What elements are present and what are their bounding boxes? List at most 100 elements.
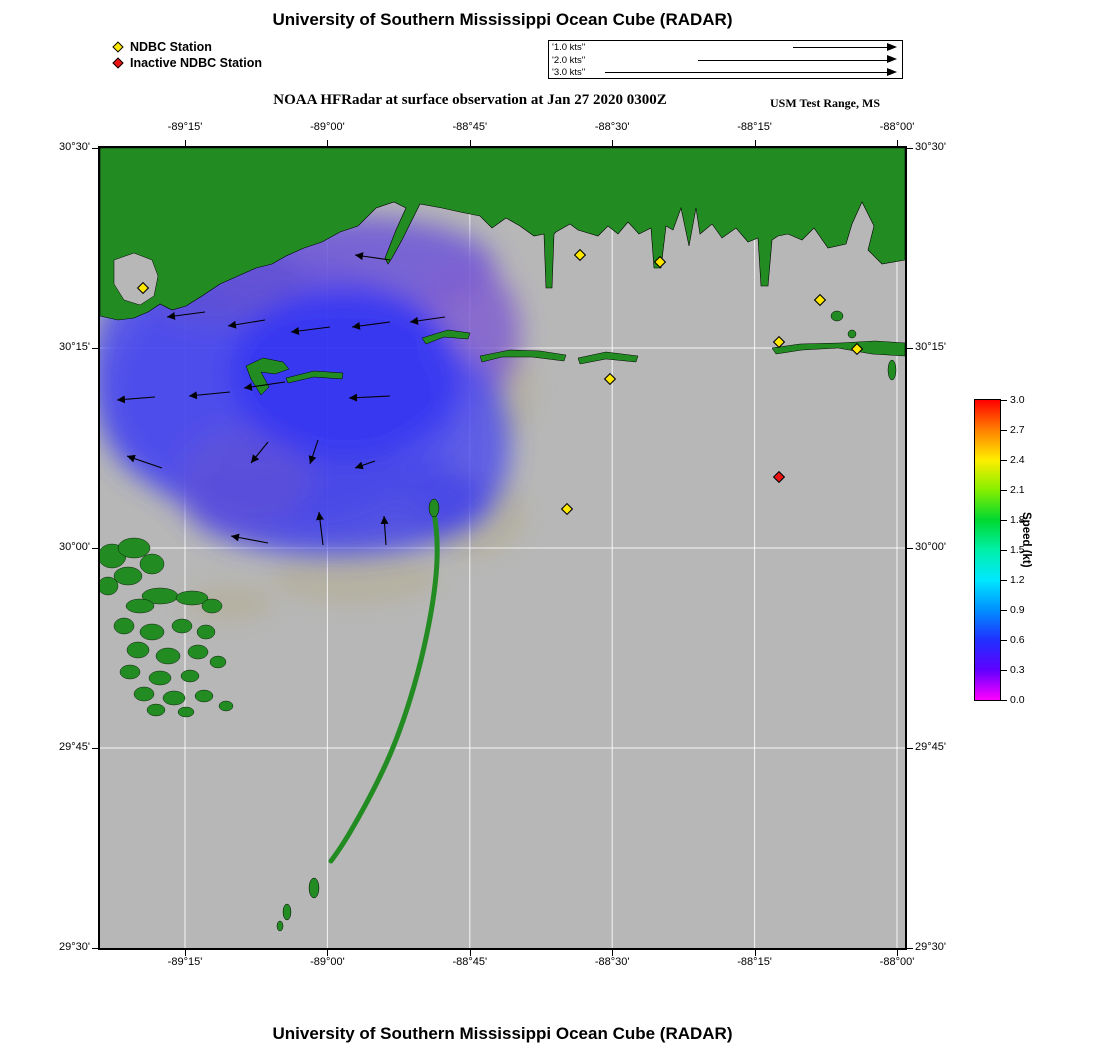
ship-island bbox=[285, 370, 344, 384]
lon-tick-top bbox=[754, 140, 756, 146]
station-legend: NDBC Station Inactive NDBC Station bbox=[112, 39, 262, 71]
ndbc-station-marker bbox=[573, 248, 587, 262]
lat-label-left: 30°00' bbox=[59, 541, 90, 553]
marsh-patch bbox=[119, 664, 141, 680]
region-label: USM Test Range, MS bbox=[770, 96, 881, 110]
velocity-scale-box: '1.0 kts'' '2.0 kts'' '3.0 kts'' bbox=[548, 40, 903, 79]
colorbar-tick bbox=[1001, 520, 1007, 521]
lon-label-bottom: -88°00' bbox=[879, 956, 915, 968]
scale-row: '1.0 kts'' bbox=[549, 41, 902, 54]
ndbc-station-marker bbox=[850, 342, 864, 356]
lat-label-left: 29°30' bbox=[59, 941, 90, 953]
lon-tick-bottom bbox=[185, 950, 186, 956]
ndbc-station-marker bbox=[653, 255, 667, 269]
lon-tick-bottom bbox=[754, 950, 756, 956]
dauphin-island bbox=[771, 340, 905, 357]
scale-arrow-shaft bbox=[698, 59, 888, 61]
current-arrow bbox=[380, 515, 389, 546]
lon-label-bottom: -89°00' bbox=[310, 956, 345, 968]
current-arrow bbox=[227, 319, 266, 329]
ndbc-station-marker bbox=[813, 293, 827, 307]
legend-row: Inactive NDBC Station bbox=[112, 55, 262, 71]
colorbar-tick-label: 0.9 bbox=[1010, 603, 1025, 616]
colorbar-tick bbox=[1001, 670, 1007, 671]
colorbar-tick bbox=[1001, 640, 1007, 641]
marsh-patch bbox=[180, 669, 200, 683]
lat-tick-right bbox=[907, 748, 913, 749]
inactive-ndbc-station-diamond-icon bbox=[112, 57, 124, 69]
page-title-bottom: University of Southern Mississippi Ocean… bbox=[272, 1024, 733, 1043]
map-frame bbox=[98, 146, 907, 950]
lon-label-top: -89°15' bbox=[167, 121, 203, 133]
lon-tick-bottom bbox=[612, 950, 614, 956]
ndbc-station-marker bbox=[772, 335, 786, 349]
colorbar-tick bbox=[1001, 400, 1007, 401]
current-arrow bbox=[243, 381, 286, 391]
marsh-patch bbox=[194, 689, 214, 703]
ndbc-station-marker bbox=[136, 281, 150, 295]
lon-tick-bottom bbox=[469, 950, 471, 956]
marsh-patch bbox=[187, 644, 209, 660]
mainland-coast bbox=[100, 148, 905, 321]
lon-label-bottom: -88°15' bbox=[737, 956, 772, 968]
colorbar-tick-label: 2.4 bbox=[1010, 453, 1025, 466]
lon-label-top: -89°00' bbox=[310, 121, 345, 133]
small-islets bbox=[276, 310, 897, 932]
current-arrow bbox=[166, 311, 206, 320]
colorbar-tick-label: 2.7 bbox=[1010, 423, 1025, 436]
colorbar-tick-label: 2.1 bbox=[1010, 483, 1025, 496]
lon-label-bottom: -89°15' bbox=[167, 956, 203, 968]
lat-label-right: 30°30' bbox=[915, 141, 946, 153]
current-arrow bbox=[315, 511, 324, 546]
scale-arrow-shaft bbox=[793, 47, 888, 48]
legend-row: NDBC Station bbox=[112, 39, 262, 55]
lon-tick-top bbox=[897, 140, 898, 146]
lon-label-top: -88°30' bbox=[594, 121, 630, 133]
chandeleur-islands-arc bbox=[328, 501, 440, 864]
lat-label-left: 30°30' bbox=[59, 141, 90, 153]
lon-tick-bottom bbox=[897, 950, 898, 956]
lat-label-right: 29°45' bbox=[915, 741, 946, 753]
lon-label-bottom: -88°30' bbox=[594, 956, 630, 968]
colorbar-tick bbox=[1001, 430, 1007, 431]
current-arrow bbox=[188, 391, 231, 400]
islet bbox=[428, 498, 440, 518]
marsh-patch bbox=[126, 641, 150, 659]
marsh-patch bbox=[113, 566, 143, 586]
marsh-patch bbox=[171, 618, 193, 634]
marsh-patch bbox=[155, 647, 181, 665]
current-arrow bbox=[290, 326, 331, 335]
lon-label-bottom: -88°45' bbox=[452, 956, 488, 968]
scale-row: '2.0 kts'' bbox=[549, 54, 902, 67]
marsh-patch bbox=[146, 703, 166, 717]
scale-row-label: '3.0 kts'' bbox=[552, 67, 586, 79]
lon-tick-bottom bbox=[327, 950, 329, 956]
colorbar-tick-label: 1.8 bbox=[1010, 513, 1025, 526]
marsh-patch bbox=[175, 590, 209, 606]
current-arrow bbox=[409, 316, 446, 325]
colorbar-tick-label: 1.5 bbox=[1010, 543, 1025, 556]
islet bbox=[308, 877, 320, 899]
current-arrow bbox=[250, 441, 269, 464]
lat-tick-right bbox=[907, 148, 913, 149]
colorbar-tick-label: 0.6 bbox=[1010, 633, 1025, 646]
colorbar-tick bbox=[1001, 580, 1007, 581]
lat-tick-left bbox=[92, 748, 98, 749]
marsh-patch bbox=[133, 686, 155, 702]
colorbar-tick bbox=[1001, 490, 1007, 491]
current-vector-arrows bbox=[116, 252, 446, 546]
islet bbox=[887, 359, 897, 381]
lon-label-top: -88°00' bbox=[879, 121, 915, 133]
legend-item-label: NDBC Station bbox=[130, 40, 212, 54]
lon-label-top: -88°45' bbox=[452, 121, 488, 133]
marsh-patch bbox=[148, 670, 172, 686]
current-arrow bbox=[348, 393, 391, 402]
islet bbox=[282, 903, 292, 921]
colorbar-tick-label: 3.0 bbox=[1010, 393, 1025, 406]
map-canvas bbox=[100, 148, 905, 948]
ndbc-stations-layer bbox=[136, 248, 864, 516]
lat-label-left: 29°45' bbox=[59, 741, 90, 753]
speed-colorbar bbox=[974, 399, 1001, 701]
lat-tick-left bbox=[92, 348, 98, 349]
lat-label-right: 30°00' bbox=[915, 541, 946, 553]
